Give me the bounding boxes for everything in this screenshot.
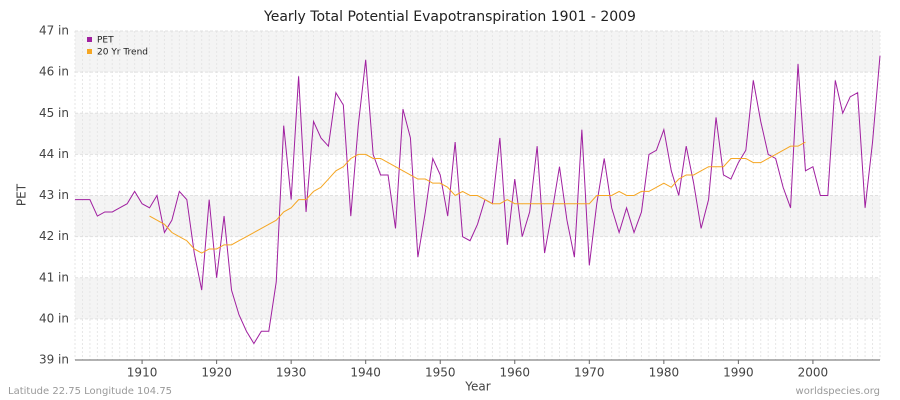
legend-swatch [87,37,92,42]
footer-right: worldspecies.org [796,386,880,397]
x-axis-label: Year [464,380,490,394]
x-tick-label: 1970 [574,366,605,380]
y-tick-label: 45 in [39,106,69,120]
chart-title: Yearly Total Potential Evapotranspiratio… [263,9,636,25]
legend-label: PET [97,36,114,46]
y-axis-label: PET [15,183,29,206]
footer-left: Latitude 22.75 Longitude 104.75 [8,386,172,397]
y-tick-label: 43 in [39,188,69,202]
y-tick-label: 41 in [39,270,69,284]
x-tick-label: 2000 [798,366,829,380]
y-tick-label: 47 in [39,24,69,38]
y-tick-label: 39 in [39,353,69,367]
y-tick-label: 44 in [39,147,69,161]
series-line [75,55,881,345]
series-line [149,141,806,254]
x-tick-label: 1920 [201,366,232,380]
y-tick-label: 40 in [39,311,69,325]
legend-label: 20 Yr Trend [97,48,148,58]
x-tick-label: 1930 [276,366,307,380]
x-tick-label: 1980 [649,366,680,380]
x-tick-label: 1990 [723,366,754,380]
legend-swatch [87,49,92,54]
x-tick-label: 1910 [127,366,158,380]
x-tick-label: 1950 [425,366,456,380]
y-tick-label: 42 in [39,229,69,243]
x-tick-label: 1960 [499,366,530,380]
x-tick-label: 1940 [350,366,381,380]
y-tick-label: 46 in [39,65,69,79]
